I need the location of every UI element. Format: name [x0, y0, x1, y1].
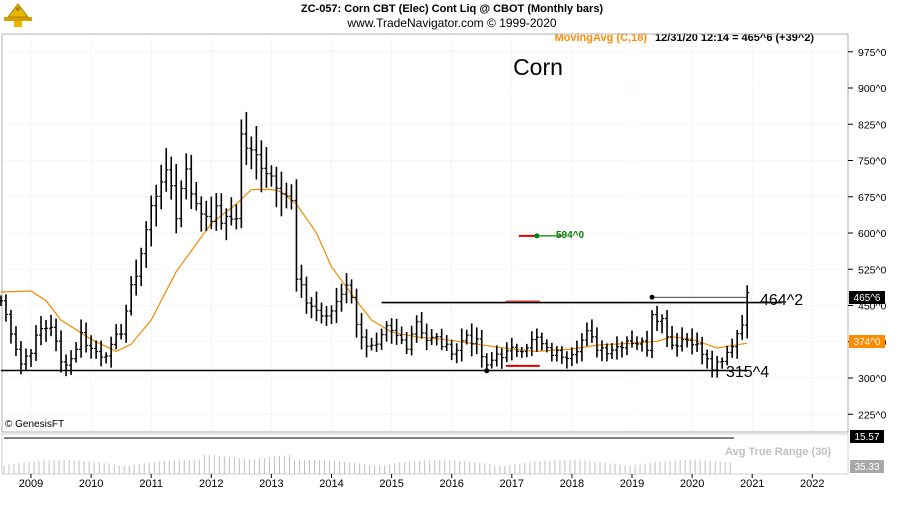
grid	[2, 34, 848, 432]
chart-header-site: www.TradeNavigator.com © 1999-2020	[346, 16, 556, 30]
x-tick-label-4: 2013	[259, 478, 283, 490]
atr-label: Avg True Range (30)	[725, 446, 831, 458]
low-dot-2016	[484, 368, 490, 374]
atr-value-box-top	[850, 430, 884, 443]
atr-value-top: 15.57	[854, 432, 879, 443]
levels-layer	[0, 296, 783, 372]
y-axis: 975^0900^0825^0750^0675^0600^0525^0450^0…	[848, 47, 886, 421]
main-plot-frame	[1, 33, 849, 433]
y-tick-label-3: 750^0	[858, 156, 886, 168]
atr-value-bottom: 35.33	[854, 462, 879, 473]
ma-price-label: 374^0	[854, 337, 881, 348]
ma-price-box	[849, 335, 885, 348]
annotation-464-2: 464^2	[760, 292, 803, 309]
x-tick-label-11: 2020	[680, 478, 704, 490]
x-tick-label-13: 2022	[800, 478, 824, 490]
x-tick-label-6: 2015	[379, 478, 403, 490]
y-tick-label-9: 300^0	[858, 373, 886, 385]
last-price-box	[849, 291, 885, 304]
x-axis: 2009 2010 2011 2012 2013 2014 2015 2016 2017 2018…	[19, 474, 825, 490]
last-quote: 12/31/20 12:14 = 465^6 (+39^2)	[655, 32, 814, 44]
annotation-315-4: 315^4	[726, 364, 769, 381]
atr-value-box-bottom	[850, 460, 884, 473]
x-tick-label-8: 2017	[500, 478, 524, 490]
annotation-594: 594^0	[556, 230, 585, 241]
x-tick-label-10: 2019	[620, 478, 644, 490]
markers-layer	[484, 233, 655, 374]
chart-title: Corn	[513, 54, 563, 80]
x-tick-label-12: 2021	[740, 478, 764, 490]
y-tick-label-5: 600^0	[858, 228, 886, 240]
y-tick-label-2: 825^0	[858, 119, 886, 131]
x-tick-label-1: 2010	[79, 478, 103, 490]
indicator-label: MovingAvg (C,18)	[555, 32, 648, 44]
y-tick-label-6: 525^0	[858, 264, 886, 276]
price-bars-layer	[0, 111, 750, 378]
y-tick-label-0: 975^0	[858, 47, 886, 59]
x-tick-label-0: 2009	[19, 478, 43, 490]
x-tick-label-3: 2012	[199, 478, 223, 490]
x-tick-label-7: 2016	[439, 478, 463, 490]
moving-average-line	[0, 188, 748, 353]
copyright-genesis: © GenesisFT	[5, 419, 64, 430]
chart-header-title: ZC-057: Corn CBT (Elec) Cont Liq @ CBOT …	[301, 3, 604, 15]
moving-average-layer	[0, 188, 748, 353]
y-tick-label-10: 225^0	[858, 409, 886, 421]
y-tick-label-4: 675^0	[858, 192, 886, 204]
x-tick-label-9: 2018	[560, 478, 584, 490]
last-price-label: 465^6	[854, 293, 881, 304]
x-tick-label-5: 2014	[319, 478, 343, 490]
atr-area	[3, 454, 731, 474]
high-dot-2019	[649, 294, 655, 300]
trade-navigator-logo-icon	[4, 3, 32, 27]
x-tick-label-2: 2011	[139, 478, 163, 490]
signal-dot	[534, 233, 540, 239]
y-tick-label-1: 900^0	[858, 83, 886, 95]
